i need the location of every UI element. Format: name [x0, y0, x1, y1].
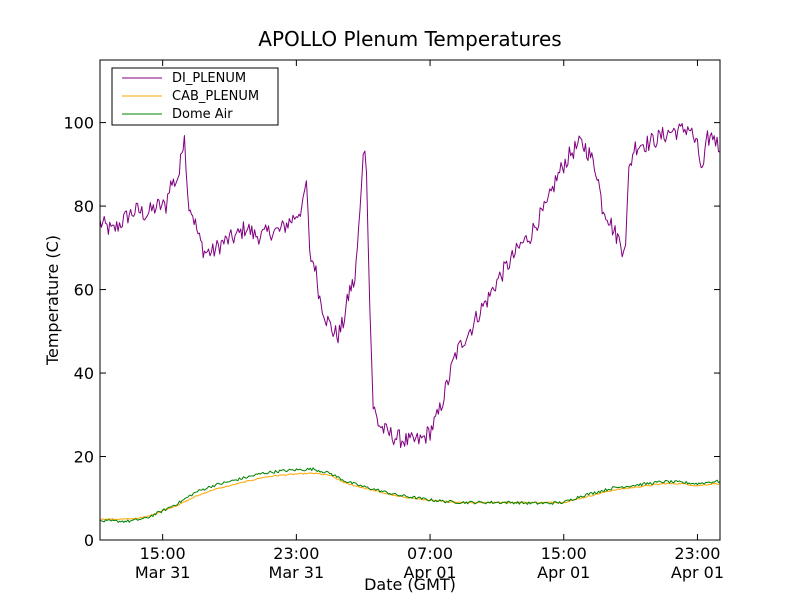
- series-line-dome-air: [99, 467, 721, 523]
- y-tick-label: 20: [74, 448, 94, 467]
- legend-label-cab-plenum: CAB_PLENUM: [172, 89, 259, 104]
- x-tick-time-label: 15:00: [140, 544, 186, 563]
- x-axis-title: Date (GMT): [364, 575, 456, 594]
- legend-label-dome-air: Dome Air: [172, 107, 233, 122]
- legend-label-di-plenum: DI_PLENUM: [172, 71, 246, 86]
- y-tick-label: 60: [74, 281, 94, 300]
- y-tick-label: 80: [74, 197, 94, 216]
- x-tick-time-label: 07:00: [407, 544, 453, 563]
- y-tick-label: 0: [84, 531, 94, 550]
- x-tick-date-label: Apr 01: [403, 563, 456, 582]
- x-tick-date-label: Apr 01: [671, 563, 724, 582]
- plot-frame: [99, 59, 721, 541]
- series-layer: [99, 123, 721, 523]
- x-tick-date-label: Mar 31: [135, 563, 191, 582]
- series-line-di-plenum: [99, 123, 720, 449]
- x-tick-time-label: 15:00: [541, 544, 587, 563]
- y-tick-label: 40: [74, 364, 94, 383]
- x-tick-date-label: Mar 31: [269, 563, 325, 582]
- y-tick-label: 100: [63, 114, 94, 133]
- y-axis-title: Temperature (C): [43, 235, 62, 366]
- legend: DI_PLENUM CAB_PLENUM Dome Air: [111, 67, 279, 126]
- x-tick-time-label: 23:00: [273, 544, 319, 563]
- x-tick-time-label: 23:00: [674, 544, 720, 563]
- chart-title: APOLLO Plenum Temperatures: [258, 27, 561, 51]
- x-tick-date-label: Apr 01: [537, 563, 590, 582]
